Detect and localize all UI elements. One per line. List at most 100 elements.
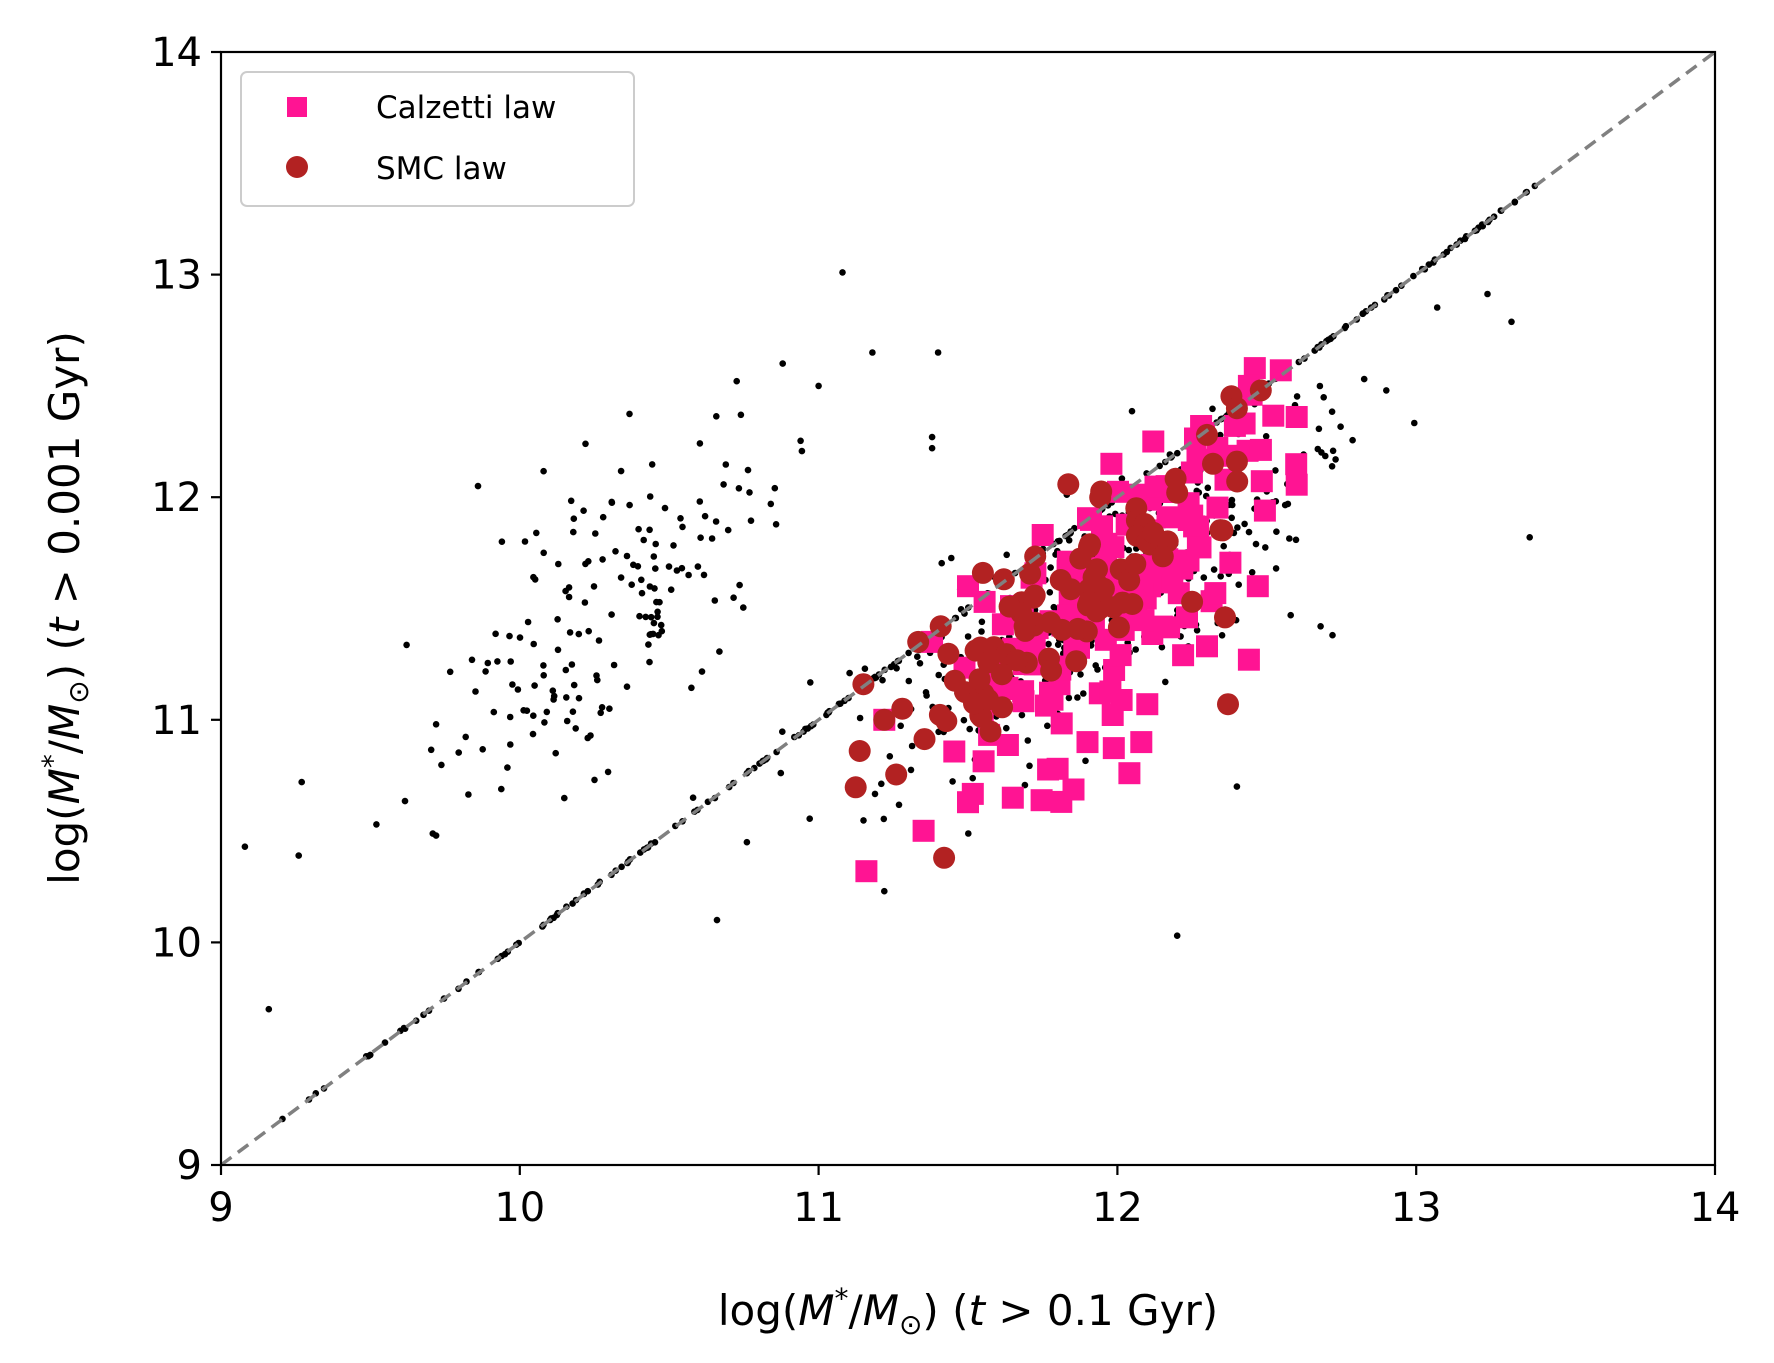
all-galaxies-point (779, 360, 786, 367)
smc-point (1019, 562, 1042, 585)
calzetti-point (1142, 430, 1165, 453)
calzetti-point (1156, 506, 1179, 529)
smc-point (1166, 481, 1189, 504)
all-galaxies-point (1293, 393, 1301, 400)
all-galaxies-point (541, 719, 548, 726)
all-galaxies-point (1292, 536, 1300, 544)
calzetti-point (1237, 648, 1260, 671)
all-galaxies-point (595, 637, 603, 644)
smc-point (1067, 617, 1089, 640)
calzetti-point (1253, 499, 1276, 522)
all-galaxies-point (585, 558, 592, 565)
all-galaxies-point (1411, 419, 1418, 427)
all-galaxies-point (565, 584, 573, 591)
legend-smc-label: SMC law (376, 151, 507, 187)
calzetti-point (1099, 680, 1122, 703)
all-galaxies-point (895, 801, 903, 809)
all-galaxies-point (905, 649, 912, 657)
all-galaxies-point (908, 742, 916, 750)
all-galaxies-point (1228, 514, 1235, 522)
all-galaxies-point (1050, 603, 1058, 611)
all-galaxies-point (617, 574, 625, 581)
all-galaxies-point (367, 1051, 374, 1059)
calzetti-point (1196, 635, 1218, 658)
all-galaxies-point (555, 560, 562, 568)
all-galaxies-point (1328, 463, 1336, 470)
calzetti-point (1012, 690, 1035, 713)
all-galaxies-point (1044, 722, 1051, 730)
all-galaxies-point (645, 641, 652, 648)
calzetti-point (973, 590, 996, 613)
axes-frame (219, 50, 1717, 1167)
all-galaxies-point (507, 741, 514, 748)
all-galaxies-point (667, 586, 675, 593)
all-galaxies-point (907, 766, 915, 774)
all-galaxies-point (479, 746, 487, 753)
all-galaxies-point (638, 576, 645, 584)
all-galaxies-point (1284, 500, 1292, 508)
all-galaxies-point (523, 707, 531, 714)
all-galaxies-point (529, 730, 537, 738)
all-galaxies-point (948, 554, 955, 562)
all-galaxies-point (1054, 641, 1062, 648)
all-galaxies-point (373, 821, 380, 828)
all-galaxies-point (521, 538, 529, 545)
all-galaxies-point (839, 269, 846, 276)
y-tick-label: 14 (151, 30, 202, 76)
all-galaxies-point (1329, 447, 1337, 455)
calzetti-point (1285, 473, 1308, 496)
all-galaxies-point (1158, 643, 1166, 651)
all-galaxies-point (241, 843, 249, 850)
all-galaxies-point (1174, 449, 1181, 457)
all-galaxies-point (608, 611, 615, 618)
all-galaxies-point (1065, 537, 1073, 544)
all-galaxies-point (740, 604, 747, 611)
all-galaxies-point (509, 681, 516, 688)
y-axis-label: log(M*/M⊙) (t > 0.001 Gyr) (36, 331, 95, 885)
smc-point (1013, 615, 1036, 638)
calzetti-point (1136, 693, 1159, 716)
all-galaxies-point (1118, 475, 1126, 482)
all-galaxies-point (540, 549, 547, 557)
smc-point (891, 697, 914, 720)
plot-area (219, 50, 1717, 1167)
all-galaxies-point (688, 684, 695, 692)
all-galaxies-point (1245, 528, 1253, 536)
all-galaxies-point (1252, 540, 1260, 548)
calzetti-point (957, 791, 979, 814)
all-galaxies-point (618, 863, 625, 871)
all-galaxies-point (570, 515, 578, 522)
all-galaxies-point (694, 563, 702, 570)
all-galaxies-point (696, 440, 704, 447)
calzetti-point (1204, 582, 1227, 605)
all-galaxies-point (1220, 542, 1227, 550)
x-axis-label: log(M*/M⊙) (t > 0.1 Gyr) (718, 1282, 1218, 1341)
all-galaxies-point (585, 627, 592, 635)
all-galaxies-point (1065, 694, 1073, 702)
smc-point (933, 846, 956, 869)
all-galaxies-point (1526, 534, 1533, 541)
all-galaxies-point (652, 565, 659, 572)
smc-point (1225, 450, 1248, 473)
all-galaxies-point (640, 536, 647, 544)
calzetti-point (957, 575, 979, 598)
all-galaxies-point (655, 631, 662, 639)
calzetti-point (1262, 404, 1285, 427)
all-galaxies-point (886, 753, 894, 760)
x-tick-label: 10 (494, 1185, 545, 1231)
all-galaxies-point (610, 661, 618, 669)
one-to-one-line (219, 50, 1717, 1167)
all-galaxies-point (484, 659, 492, 667)
all-galaxies-point (1128, 407, 1136, 415)
all-galaxies-point (506, 713, 514, 721)
all-galaxies-point (1287, 611, 1294, 619)
calzetti-point (1118, 762, 1141, 785)
all-galaxies-point (494, 658, 501, 665)
all-galaxies-point (722, 461, 730, 468)
all-galaxies-point (638, 589, 646, 597)
all-galaxies-point (1320, 394, 1327, 401)
smc-series (844, 379, 1272, 869)
all-galaxies-point (934, 349, 942, 356)
all-galaxies-point (563, 694, 570, 701)
all-galaxies-point (771, 484, 779, 492)
